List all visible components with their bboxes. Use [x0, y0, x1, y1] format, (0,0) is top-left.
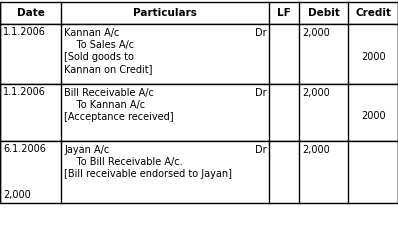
Text: [Sold goods to: [Sold goods to: [64, 52, 134, 62]
Text: Dr: Dr: [255, 28, 266, 38]
Text: 2,000: 2,000: [3, 190, 31, 200]
Text: 1.1.2006: 1.1.2006: [3, 87, 46, 97]
Text: [Bill receivable endorsed to Jayan]: [Bill receivable endorsed to Jayan]: [64, 169, 232, 179]
Bar: [0, 2, 398, 24]
Text: [Acceptance received]: [Acceptance received]: [64, 112, 174, 122]
Text: Dr: Dr: [255, 145, 266, 155]
Text: Dr: Dr: [255, 88, 266, 98]
Text: Bill Receivable A/c: Bill Receivable A/c: [64, 88, 154, 98]
Text: To Kannan A/c: To Kannan A/c: [64, 100, 146, 110]
Text: To Sales A/c: To Sales A/c: [64, 40, 135, 50]
Text: To Bill Receivable A/c.: To Bill Receivable A/c.: [64, 157, 183, 167]
Text: 2000: 2000: [361, 110, 386, 120]
Text: LF: LF: [277, 8, 291, 18]
Text: 6.1.2006: 6.1.2006: [3, 144, 46, 154]
Text: 2,000: 2,000: [302, 145, 330, 155]
Text: Particulars: Particulars: [133, 8, 197, 18]
Text: 2,000: 2,000: [302, 88, 330, 98]
Text: Credit: Credit: [355, 8, 391, 18]
Text: Date: Date: [17, 8, 45, 18]
Text: 1.1.2006: 1.1.2006: [3, 27, 46, 37]
Text: Kannan A/c: Kannan A/c: [64, 28, 120, 38]
Text: Kannan on Credit]: Kannan on Credit]: [64, 64, 153, 74]
Bar: [0, 141, 398, 203]
Text: 2,000: 2,000: [302, 28, 330, 38]
Bar: [0, 84, 398, 141]
Bar: [0, 24, 398, 84]
Text: 2000: 2000: [361, 52, 386, 62]
Text: Debit: Debit: [308, 8, 339, 18]
Text: Jayan A/c: Jayan A/c: [64, 145, 109, 155]
